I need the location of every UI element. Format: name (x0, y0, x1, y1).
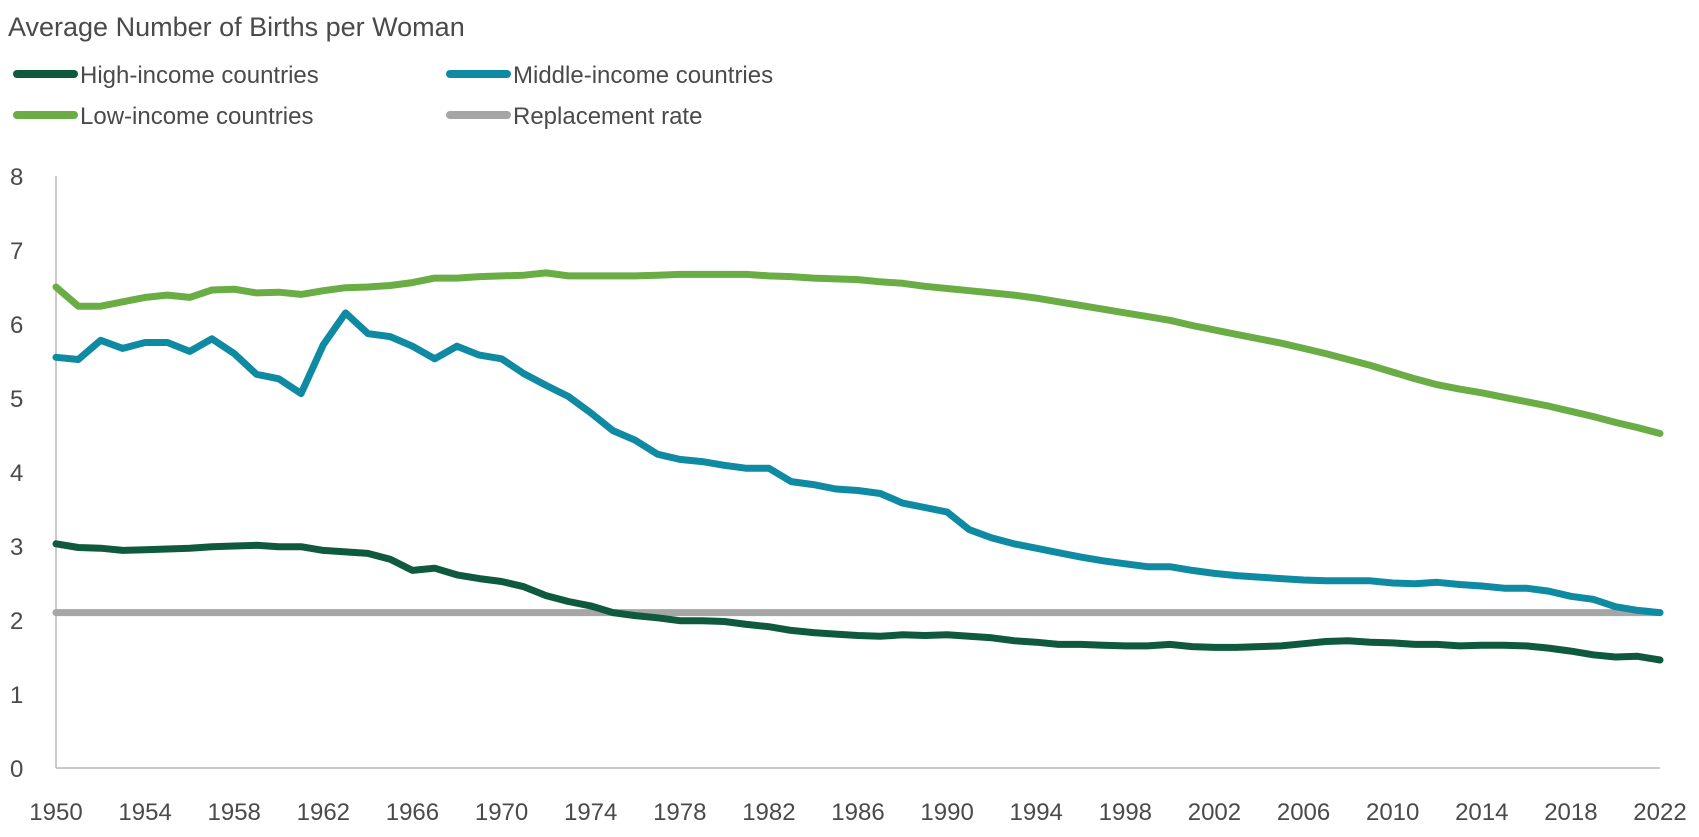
legend-label: Middle-income countries (513, 62, 773, 89)
series-line-low-income-countries (52, 269, 1664, 437)
chart-title: Average Number of Births per Woman (8, 12, 465, 42)
x-tick-label: 2010 (1366, 799, 1419, 826)
y-tick-label: 3 (10, 534, 23, 561)
x-tick-label: 1982 (742, 799, 795, 826)
x-tick-label: 2018 (1544, 799, 1597, 826)
x-tick-label: 1962 (297, 799, 350, 826)
x-tick-label: 1958 (208, 799, 261, 826)
y-tick-label: 0 (10, 756, 23, 783)
y-tick-label: 2 (10, 608, 23, 635)
y-tick-label: 5 (10, 386, 23, 413)
legend-item: Middle-income countries (446, 62, 773, 89)
legend-label: Low-income countries (80, 103, 313, 130)
legend: High-income countries Middle-income count… (13, 62, 773, 130)
x-tick-label: 1974 (564, 799, 617, 826)
y-tick-label: 8 (10, 164, 23, 191)
legend-label: High-income countries (80, 62, 319, 89)
x-tick-label: 1954 (118, 799, 171, 826)
x-tick-label: 2022 (1633, 799, 1686, 826)
legend-item: Replacement rate (446, 103, 702, 130)
x-tick-label: 1978 (653, 799, 706, 826)
series-lines (52, 269, 1664, 664)
x-tick-label: 1966 (386, 799, 439, 826)
y-tick-label: 6 (10, 312, 23, 339)
legend-item: High-income countries (13, 62, 319, 89)
axes: 0 1 2 3 4 5 6 7 8 1950 1954 1958 1962 1966 1970 1974 197… (10, 164, 1687, 826)
x-tick-label: 1970 (475, 799, 528, 826)
legend-item: Low-income countries (13, 103, 313, 130)
series-line-high-income-countries (52, 540, 1664, 664)
x-tick-label: 1990 (920, 799, 973, 826)
legend-label: Replacement rate (513, 103, 702, 130)
y-tick-label: 1 (10, 682, 23, 709)
series-line-middle-income-countries (52, 309, 1664, 617)
x-tick-label: 1994 (1010, 799, 1063, 826)
x-tick-label: 1950 (29, 799, 82, 826)
x-tick-label: 2014 (1455, 799, 1508, 826)
y-tick-label: 4 (10, 460, 23, 487)
x-tick-label: 1998 (1099, 799, 1152, 826)
x-tick-label: 2006 (1277, 799, 1330, 826)
y-tick-label: 7 (10, 238, 23, 265)
x-tick-label: 1986 (831, 799, 884, 826)
x-tick-label: 2002 (1188, 799, 1241, 826)
